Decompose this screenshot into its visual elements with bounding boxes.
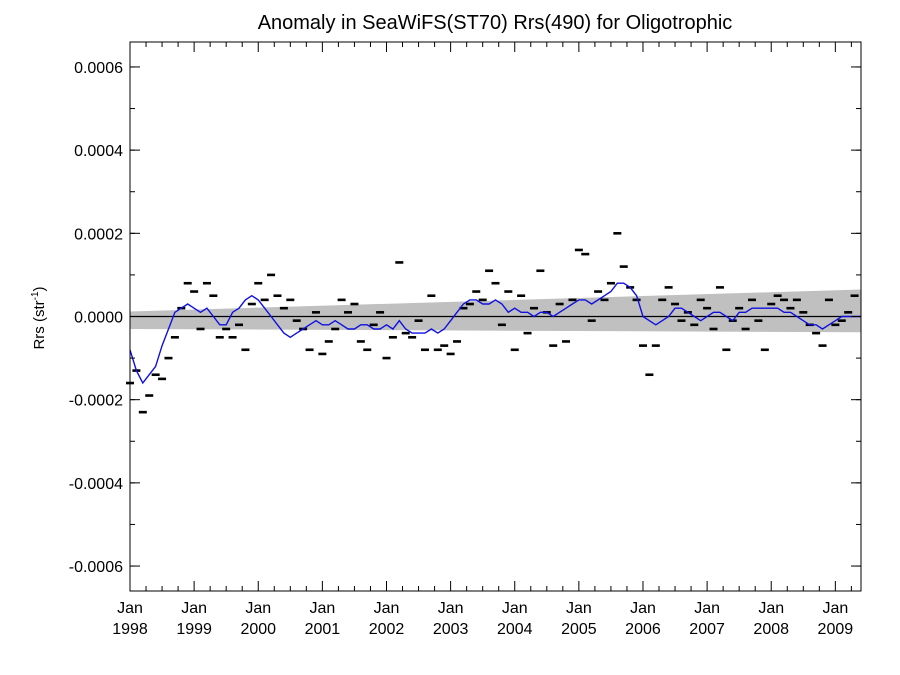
x-tick-year: 2000 <box>240 621 276 638</box>
x-tick-year: 2007 <box>689 621 725 638</box>
x-tick-month: Jan <box>630 600 656 617</box>
y-tick-label: 0.0002 <box>74 226 123 243</box>
chart-title: Anomaly in SeaWiFS(ST70) Rrs(490) for Ol… <box>258 12 733 34</box>
x-tick-month: Jan <box>117 600 143 617</box>
x-tick-year: 2005 <box>561 621 597 638</box>
x-tick-year: 2001 <box>305 621 341 638</box>
x-tick-year: 2009 <box>818 621 854 638</box>
x-tick-month: Jan <box>438 600 464 617</box>
x-tick-month: Jan <box>822 600 848 617</box>
x-tick-year: 1998 <box>112 621 148 638</box>
y-tick-label: -0.0004 <box>69 476 123 493</box>
x-tick-month: Jan <box>374 600 400 617</box>
y-tick-label: 0.0000 <box>74 310 123 327</box>
x-tick-year: 2006 <box>625 621 661 638</box>
y-tick-label: -0.0006 <box>69 559 123 576</box>
x-tick-month: Jan <box>245 600 271 617</box>
x-tick-month: Jan <box>694 600 720 617</box>
x-tick-year: 1999 <box>176 621 212 638</box>
x-tick-month: Jan <box>181 600 207 617</box>
x-tick-year: 2008 <box>753 621 789 638</box>
x-tick-year: 2003 <box>433 621 469 638</box>
x-tick-year: 2004 <box>497 621 533 638</box>
smoothed-line <box>129 282 861 385</box>
y-axis-label: Rrs (str-1) <box>30 286 48 349</box>
x-tick-month: Jan <box>309 600 335 617</box>
y-tick-label: -0.0002 <box>69 393 123 410</box>
y-tick-label: 0.0006 <box>74 60 123 77</box>
x-tick-month: Jan <box>502 600 528 617</box>
x-tick-month: Jan <box>758 600 784 617</box>
x-tick-month: Jan <box>566 600 592 617</box>
x-tick-year: 2002 <box>369 621 405 638</box>
y-tick-label: 0.0004 <box>74 143 123 160</box>
plot-area: -0.0006 -0.0004 -0.0002 0.0000 0.0002 0.0004 0… <box>69 41 862 638</box>
